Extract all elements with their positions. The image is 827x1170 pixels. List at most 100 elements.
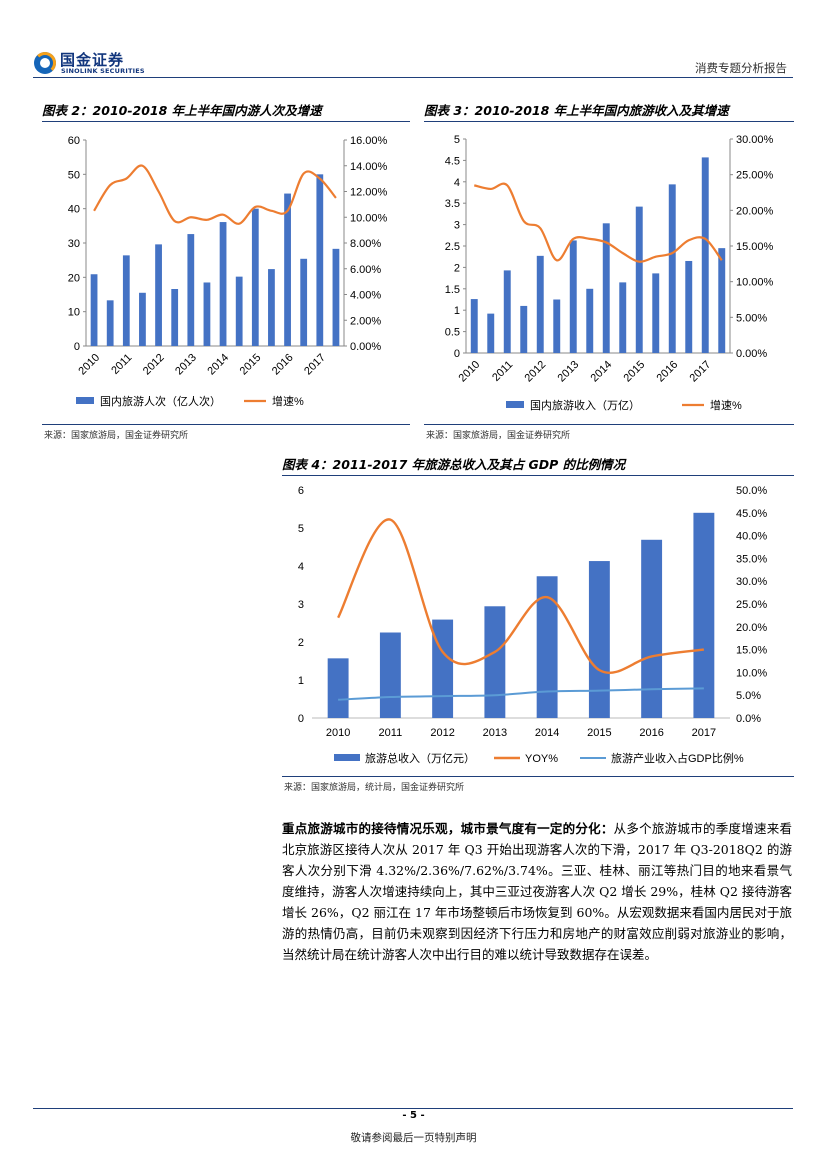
bar: [332, 248, 340, 346]
line-series-yoy: [337, 518, 705, 674]
bar: [520, 305, 528, 353]
bar: [155, 244, 162, 346]
y-tick-label-left: 60: [68, 135, 80, 147]
bar: [641, 539, 663, 718]
legend-label-gdp-ratio: 旅游产业收入占GDP比例%: [611, 751, 744, 765]
y-tick-label-left: 40: [68, 204, 80, 216]
y-tick-label-left: 3: [298, 599, 304, 611]
x-tick-label: 2012: [523, 359, 549, 385]
bar: [635, 206, 643, 353]
legend-label-bar: 国内旅游收入（万亿）: [530, 398, 640, 412]
y-tick-label-right: 2.00%: [350, 315, 381, 327]
y-tick-label-left: 3.5: [445, 198, 460, 210]
y-tick-label-right: 45.0%: [736, 508, 767, 520]
paragraph-body: 从多个旅游城市的季度增速来看北京旅游区接待人次从 2017 年 Q3 开始出现游…: [282, 821, 792, 962]
bar: [432, 619, 454, 718]
y-tick-label-right: 25.00%: [736, 170, 774, 182]
y-tick-label-left: 6: [298, 485, 304, 497]
footer-disclaimer: 敬请参阅最后一页特别声明: [350, 1132, 477, 1144]
bar: [569, 240, 577, 353]
bar: [268, 269, 275, 346]
y-tick-label-right: 4.00%: [350, 290, 381, 302]
y-tick-label-right: 15.00%: [736, 241, 774, 253]
y-tick-label-right: 35.0%: [736, 553, 767, 565]
bar: [619, 282, 627, 353]
bar: [503, 270, 511, 353]
bar: [122, 255, 130, 346]
x-tick-label: 2015: [622, 359, 648, 385]
x-tick-label: 2010: [457, 359, 483, 385]
body-paragraph: 重点旅游城市的接待情况乐观，城市景气度有一定的分化：从多个旅游城市的季度增速来看…: [282, 818, 792, 965]
x-tick-label: 2013: [173, 352, 199, 378]
figure2-source: 来源：国家旅游局，国金证券研究所: [44, 431, 189, 441]
bar: [487, 313, 495, 353]
y-tick-label-right: 50.0%: [736, 485, 767, 497]
bar: [536, 255, 544, 353]
bar: [693, 512, 715, 718]
x-tick-label: 2014: [589, 359, 615, 385]
y-tick-label-right: 5.00%: [736, 312, 767, 324]
y-tick-label-left: 4: [454, 177, 460, 189]
legend-label-bar: 旅游总收入（万亿元）: [365, 751, 475, 765]
legend-label-line: 增速%: [272, 394, 304, 408]
legend-label-yoy: YOY%: [525, 753, 558, 765]
x-tick-label: 2011: [109, 352, 134, 377]
y-tick-label-right: 15.0%: [736, 645, 767, 657]
header-divider: [33, 77, 793, 78]
bar: [300, 258, 308, 346]
bar: [718, 248, 726, 353]
bar: [685, 260, 693, 353]
y-tick-label-right: 20.00%: [736, 205, 774, 217]
bar: [235, 276, 243, 346]
bar: [470, 299, 478, 353]
figure3-title: 图表 3：2010-2018 年上半年国内旅游收入及其增速: [424, 100, 794, 122]
y-tick-label-left: 0: [454, 348, 460, 360]
legend-label-bar: 国内旅游人次（亿人次）: [100, 394, 221, 408]
bar: [701, 157, 709, 353]
y-tick-label-left: 5: [298, 523, 304, 535]
figure2-source-divider: [42, 424, 410, 425]
y-tick-label-left: 5: [454, 134, 460, 146]
bar: [588, 561, 610, 718]
figure2-chart: 0 10 20 30 40 50 60 0.00% 2.00% 4.00% 6.00% 8.00% 10…: [68, 135, 388, 408]
y-tick-label-left: 2: [454, 262, 460, 274]
x-tick-label: 2016: [639, 727, 663, 739]
y-tick-label-left: 20: [68, 272, 80, 284]
bar: [139, 292, 146, 346]
bar: [327, 658, 349, 718]
y-tick-label-left: 0: [74, 341, 80, 353]
x-tick-label: 2012: [141, 352, 167, 378]
bar: [668, 184, 676, 353]
report-type: 消费专题分析报告: [695, 61, 787, 75]
figure4-source-divider: [282, 776, 794, 777]
x-tick-label: 2017: [302, 352, 328, 378]
line-series: [473, 182, 723, 263]
figure2-title: 图表 2：2010-2018 年上半年国内游人次及增速: [42, 100, 410, 122]
x-tick-label: 2016: [655, 359, 681, 385]
bar: [536, 576, 558, 718]
figure3-source: 来源：国家旅游局，国金证券研究所: [426, 431, 571, 441]
page-number: - 5 -: [402, 1110, 425, 1121]
y-tick-label-left: 0.5: [445, 327, 460, 339]
bar: [284, 193, 291, 346]
line-series-gdp-ratio: [338, 687, 704, 701]
figure4-chart: 0 1 2 3 4 5 6 0.0% 5.0% 10.0% 15.0% 20.0% 25.0% 30.0%…: [298, 485, 768, 765]
x-tick-label: 2016: [270, 352, 296, 378]
figure3-source-divider: [424, 424, 794, 425]
legend-swatch-bar: [76, 397, 94, 404]
y-tick-label-left: 2.5: [445, 241, 460, 253]
bar: [251, 208, 259, 346]
bar: [586, 288, 594, 353]
y-tick-label-right: 10.00%: [736, 277, 774, 289]
logo-text-en: SINOLINK SECURITIES: [61, 67, 145, 75]
x-tick-label: 2013: [556, 359, 582, 385]
y-tick-label-right: 10.00%: [350, 212, 388, 224]
bar: [203, 282, 211, 346]
y-tick-label-left: 1.5: [445, 284, 460, 296]
x-tick-label: 2011: [379, 727, 403, 739]
y-tick-label-left: 3: [454, 220, 460, 232]
x-tick-label: 2010: [76, 352, 102, 378]
bar: [106, 300, 114, 346]
bar: [484, 606, 506, 718]
logo-text-cn: 国金证券: [60, 51, 125, 69]
